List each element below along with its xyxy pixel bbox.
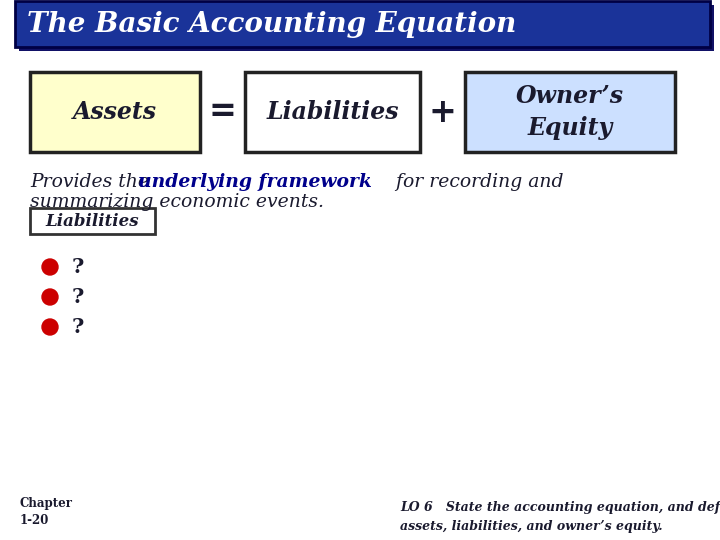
Text: =: = [209,96,236,129]
Text: ?: ? [72,257,84,277]
FancyBboxPatch shape [15,1,710,47]
Text: Chapter
1-20: Chapter 1-20 [20,496,73,528]
Text: Assets: Assets [73,100,157,124]
FancyBboxPatch shape [465,72,675,152]
Text: LO 6   State the accounting equation, and define
assets, liabilities, and owner’: LO 6 State the accounting equation, and … [400,501,720,533]
FancyBboxPatch shape [30,72,200,152]
Circle shape [42,319,58,335]
Text: +: + [428,96,456,129]
Circle shape [42,259,58,275]
Text: summarizing economic events.: summarizing economic events. [30,193,324,211]
Text: Liabilities: Liabilities [266,100,399,124]
FancyBboxPatch shape [19,5,714,51]
Text: ?: ? [72,287,84,307]
Circle shape [42,289,58,305]
Text: ?: ? [72,317,84,337]
Text: Provides the: Provides the [30,173,155,191]
Text: for recording and: for recording and [390,173,564,191]
Text: Liabilities: Liabilities [45,213,139,230]
FancyBboxPatch shape [30,208,155,234]
Text: Owner’s
Equity: Owner’s Equity [516,84,624,140]
Text: The Basic Accounting Equation: The Basic Accounting Equation [27,10,516,37]
Text: underlying framework: underlying framework [138,173,372,191]
FancyBboxPatch shape [245,72,420,152]
